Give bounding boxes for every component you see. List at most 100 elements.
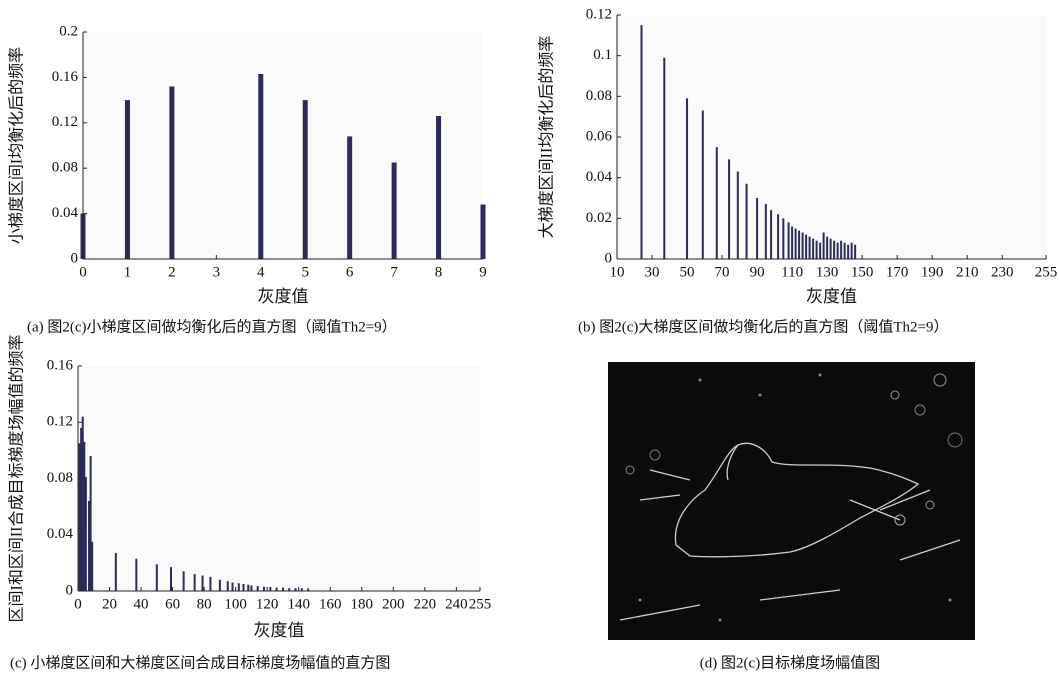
bar bbox=[833, 240, 836, 259]
x-tick-label: 1 bbox=[124, 264, 132, 280]
x-tick-label: 110 bbox=[781, 264, 803, 280]
x-tick-label: 10 bbox=[610, 264, 625, 280]
y-tick-label: 0.08 bbox=[586, 88, 612, 104]
x-tick-label: 140 bbox=[287, 596, 310, 612]
bar bbox=[81, 416, 84, 591]
bar bbox=[663, 57, 666, 260]
x-tick-label: 170 bbox=[886, 264, 909, 280]
plot-area bbox=[617, 15, 1046, 259]
x-tick-label: 255 bbox=[1035, 264, 1058, 280]
bar bbox=[843, 242, 846, 259]
x-tick-label: 120 bbox=[256, 596, 279, 612]
bar bbox=[182, 571, 185, 591]
bar bbox=[258, 73, 264, 260]
bar bbox=[787, 222, 790, 259]
x-tick-label: 2 bbox=[168, 264, 176, 280]
bar bbox=[850, 242, 853, 259]
bar bbox=[829, 238, 832, 259]
x-tick-label: 7 bbox=[390, 264, 398, 280]
bar bbox=[794, 228, 797, 259]
bar bbox=[193, 574, 196, 591]
caption: (b) 图2(c)大梯度区间做均衡化后的直方图（阈值Th2=9） bbox=[578, 318, 949, 335]
bar bbox=[83, 441, 86, 591]
bar bbox=[812, 238, 815, 259]
y-tick-label: 0 bbox=[66, 582, 74, 598]
bar bbox=[169, 86, 175, 259]
x-tick-label: 20 bbox=[102, 596, 117, 612]
y-tick-label: 0.06 bbox=[586, 128, 613, 144]
x-tick-label: 130 bbox=[816, 264, 839, 280]
bar bbox=[736, 171, 739, 259]
bar bbox=[84, 477, 87, 591]
bar bbox=[847, 244, 850, 259]
y-tick-label: 0.2 bbox=[59, 23, 78, 39]
x-tick-label: 255 bbox=[469, 596, 492, 612]
y-axis-label: 大梯度区间II均衡化后的频率 bbox=[538, 36, 556, 239]
bar bbox=[822, 232, 825, 259]
x-tick-label: 190 bbox=[921, 264, 944, 280]
bar bbox=[209, 576, 212, 591]
y-tick-label: 0.04 bbox=[52, 205, 79, 221]
y-tick-label: 0.16 bbox=[47, 357, 74, 373]
x-tick-label: 150 bbox=[851, 264, 874, 280]
bar bbox=[300, 588, 303, 591]
y-tick-label: 0.08 bbox=[47, 470, 73, 486]
y-axis-label: 小梯度区间I均衡化后的频率 bbox=[8, 47, 26, 244]
bar bbox=[836, 242, 839, 259]
bar bbox=[250, 585, 253, 591]
x-tick-label: 80 bbox=[197, 596, 212, 612]
x-tick-label: 4 bbox=[257, 264, 265, 280]
x-tick-label: 160 bbox=[319, 596, 342, 612]
bar bbox=[756, 198, 759, 259]
y-tick-label: 0.02 bbox=[586, 210, 612, 226]
bar bbox=[347, 136, 353, 259]
y-tick-label: 0.12 bbox=[586, 6, 612, 22]
bar bbox=[294, 588, 297, 591]
x-tick-label: 60 bbox=[165, 596, 180, 612]
y-tick-label: 0.04 bbox=[47, 526, 74, 542]
x-tick-label: 6 bbox=[346, 264, 354, 280]
bar bbox=[226, 581, 229, 591]
y-tick-label: 0.08 bbox=[52, 160, 78, 176]
x-tick-label: 50 bbox=[680, 264, 695, 280]
y-axis-label: 区间I和区间II合成目标梯度场幅值的频率 bbox=[8, 335, 26, 623]
plot-area bbox=[78, 366, 480, 591]
bar bbox=[237, 583, 240, 591]
y-tick-label: 0 bbox=[605, 250, 613, 266]
x-tick-label: 210 bbox=[956, 264, 979, 280]
x-axis-label: 灰度值 bbox=[254, 621, 305, 640]
bar bbox=[281, 587, 284, 591]
bar bbox=[686, 98, 689, 259]
bar bbox=[155, 564, 158, 591]
y-tick-label: 0.1 bbox=[593, 47, 612, 63]
bar bbox=[78, 443, 81, 591]
bar bbox=[777, 214, 780, 259]
image-caption: (d) 图2(c)目标梯度场幅值图 bbox=[700, 654, 880, 671]
bar bbox=[701, 110, 704, 259]
x-axis-label: 灰度值 bbox=[258, 287, 309, 306]
bar bbox=[114, 553, 117, 591]
y-tick-label: 0.12 bbox=[52, 114, 78, 130]
bar bbox=[805, 234, 808, 259]
x-tick-label: 180 bbox=[351, 596, 374, 612]
magnitude-image bbox=[608, 362, 975, 640]
x-tick-label: 220 bbox=[414, 596, 437, 612]
bar bbox=[480, 204, 486, 259]
bar bbox=[218, 579, 221, 591]
x-tick-label: 30 bbox=[645, 264, 660, 280]
bar bbox=[782, 218, 785, 259]
bar bbox=[728, 159, 731, 259]
x-tick-label: 3 bbox=[213, 264, 221, 280]
bar bbox=[815, 240, 818, 259]
bar bbox=[269, 587, 272, 591]
bar bbox=[256, 586, 259, 591]
bar bbox=[826, 236, 829, 259]
bar bbox=[798, 230, 801, 259]
bar bbox=[231, 582, 234, 591]
caption: (c) 小梯度区间和大梯度区间合成目标梯度场幅值的直方图 bbox=[10, 654, 390, 671]
bar bbox=[242, 583, 245, 591]
x-tick-label: 200 bbox=[382, 596, 405, 612]
bar bbox=[770, 210, 773, 259]
bar bbox=[745, 183, 748, 259]
bar bbox=[715, 147, 718, 259]
